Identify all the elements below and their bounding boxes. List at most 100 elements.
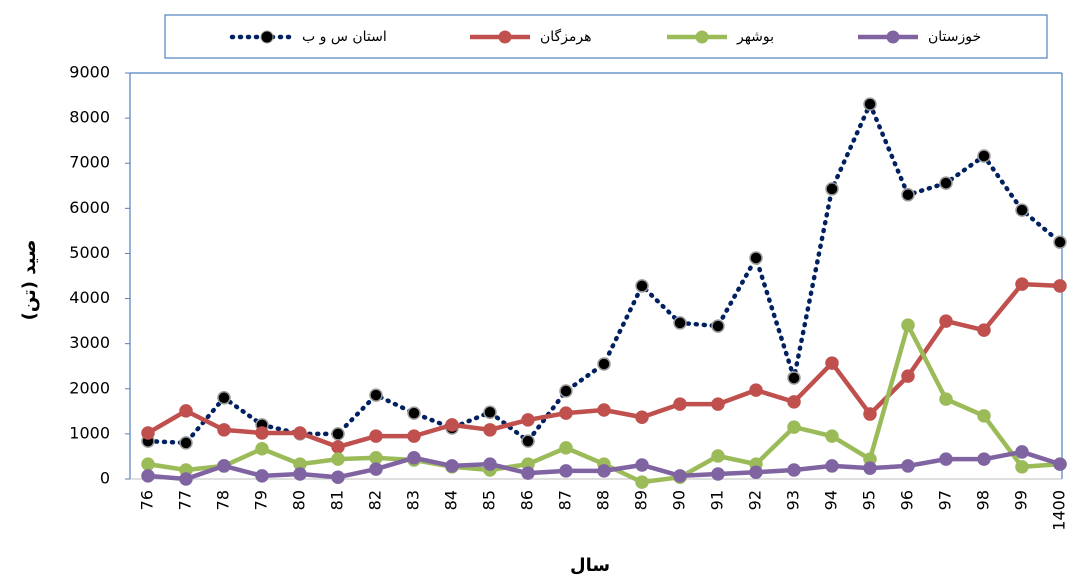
x-tick-label: 77 bbox=[176, 490, 195, 510]
data-point bbox=[825, 429, 839, 443]
data-point bbox=[559, 406, 573, 420]
data-point bbox=[179, 472, 193, 486]
data-point bbox=[521, 413, 535, 427]
data-point bbox=[559, 384, 573, 398]
data-point bbox=[255, 426, 269, 440]
data-point bbox=[901, 459, 915, 473]
legend-marker bbox=[886, 30, 900, 44]
legend-box bbox=[164, 14, 1048, 59]
data-point bbox=[331, 440, 345, 454]
data-point bbox=[711, 467, 725, 481]
y-tick-label: 0 bbox=[100, 469, 110, 488]
y-tick-label: 8000 bbox=[69, 108, 110, 127]
data-point bbox=[1015, 203, 1029, 217]
data-point bbox=[559, 441, 573, 455]
data-point bbox=[787, 420, 801, 434]
data-point bbox=[749, 465, 763, 479]
legend-marker bbox=[498, 30, 512, 44]
data-point bbox=[293, 467, 307, 481]
x-axis-label: سال bbox=[570, 555, 610, 576]
y-axis-label: صید (تن) bbox=[19, 240, 40, 321]
data-point bbox=[559, 464, 573, 478]
data-point bbox=[521, 466, 535, 480]
legend-label: بوشهر bbox=[736, 29, 774, 45]
data-point bbox=[597, 464, 611, 478]
legend-marker bbox=[695, 30, 709, 44]
x-tick-label: 78 bbox=[214, 490, 233, 510]
data-point bbox=[825, 459, 839, 473]
data-point bbox=[369, 462, 383, 476]
x-tick-label: 84 bbox=[442, 490, 461, 510]
x-tick-label: 85 bbox=[480, 490, 499, 510]
x-tick-label: 89 bbox=[632, 490, 651, 510]
y-tick-label: 4000 bbox=[69, 288, 110, 307]
y-tick-label: 9000 bbox=[69, 63, 110, 82]
series-line bbox=[145, 98, 1063, 446]
data-point bbox=[901, 369, 915, 383]
data-point bbox=[863, 407, 877, 421]
data-point bbox=[711, 319, 725, 333]
data-point bbox=[1053, 457, 1067, 471]
data-point bbox=[217, 391, 231, 405]
data-point bbox=[749, 251, 763, 265]
legend-marker bbox=[260, 30, 274, 44]
data-point bbox=[407, 429, 421, 443]
x-tick-label: 92 bbox=[746, 490, 765, 510]
legend-label: خوزستان bbox=[928, 29, 981, 45]
data-point bbox=[369, 388, 383, 402]
data-point bbox=[1015, 277, 1029, 291]
data-point bbox=[901, 188, 915, 202]
data-point bbox=[597, 403, 611, 417]
y-tick-label: 5000 bbox=[69, 243, 110, 262]
data-point bbox=[673, 316, 687, 330]
data-point bbox=[749, 383, 763, 397]
y-tick-label: 1000 bbox=[69, 423, 110, 442]
data-point bbox=[407, 406, 421, 420]
data-point bbox=[711, 397, 725, 411]
x-tick-label: 86 bbox=[518, 490, 537, 510]
data-point bbox=[483, 423, 497, 437]
y-tick-label: 6000 bbox=[69, 198, 110, 217]
data-point bbox=[787, 463, 801, 477]
data-point bbox=[977, 323, 991, 337]
data-point bbox=[141, 457, 155, 471]
data-point bbox=[901, 318, 915, 332]
data-point bbox=[1015, 460, 1029, 474]
data-point bbox=[217, 459, 231, 473]
data-point bbox=[825, 356, 839, 370]
x-tick-label: 87 bbox=[556, 490, 575, 510]
data-point bbox=[673, 397, 687, 411]
data-point bbox=[141, 426, 155, 440]
data-point bbox=[711, 449, 725, 463]
data-point bbox=[635, 458, 649, 472]
x-tick-label: 76 bbox=[138, 490, 157, 510]
data-point bbox=[635, 279, 649, 293]
data-point bbox=[787, 395, 801, 409]
data-point bbox=[787, 371, 801, 385]
data-point bbox=[673, 469, 687, 483]
data-point bbox=[939, 392, 953, 406]
data-point bbox=[863, 97, 877, 111]
data-point bbox=[179, 436, 193, 450]
data-point bbox=[977, 409, 991, 423]
legend-label: استان س و ب bbox=[302, 29, 387, 45]
legend-label: هرمزگان bbox=[540, 28, 592, 45]
x-tick-label: 95 bbox=[860, 490, 879, 510]
data-point bbox=[597, 357, 611, 371]
data-point bbox=[445, 459, 459, 473]
data-point bbox=[369, 451, 383, 465]
data-point bbox=[331, 470, 345, 484]
y-tick-label: 3000 bbox=[69, 333, 110, 352]
data-point bbox=[445, 418, 459, 432]
y-tick-label: 2000 bbox=[69, 378, 110, 397]
data-point bbox=[939, 452, 953, 466]
data-point bbox=[1015, 445, 1029, 459]
x-tick-label: 98 bbox=[974, 490, 993, 510]
x-tick-label: 90 bbox=[670, 490, 689, 510]
data-point bbox=[331, 427, 345, 441]
x-tick-label: 96 bbox=[898, 490, 917, 510]
x-tick-label: 88 bbox=[594, 490, 613, 510]
data-point bbox=[1053, 279, 1067, 293]
x-tick-label: 82 bbox=[366, 490, 385, 510]
data-point bbox=[977, 452, 991, 466]
